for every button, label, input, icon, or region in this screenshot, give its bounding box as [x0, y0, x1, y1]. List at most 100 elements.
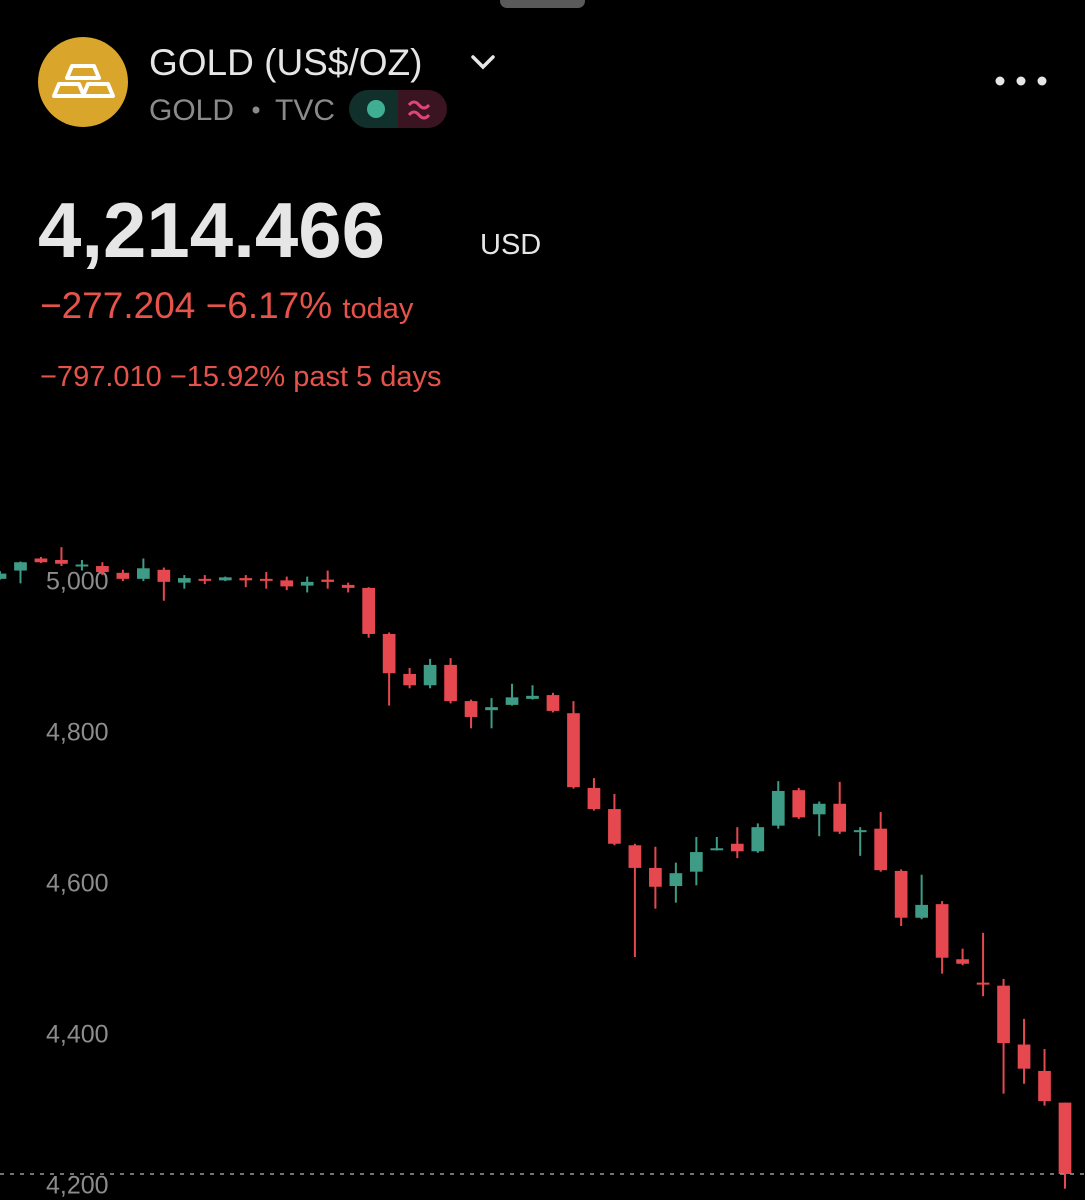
candle [730, 827, 744, 859]
candle [259, 572, 273, 589]
more-menu[interactable] [995, 76, 1047, 86]
candle [341, 582, 355, 593]
candle [485, 698, 498, 729]
candle [567, 701, 580, 789]
candle-body [1058, 1102, 1072, 1174]
symbol-title[interactable]: GOLD (US$/OZ) [149, 42, 422, 83]
candle-body [935, 904, 949, 958]
candle [0, 571, 7, 580]
candle [751, 823, 765, 853]
candle [587, 778, 601, 811]
candle [1017, 1018, 1031, 1084]
candle [382, 632, 396, 706]
candle [792, 787, 806, 819]
y-tick-label: 4,200 [46, 1172, 109, 1200]
candle-body [382, 633, 396, 674]
exchange: TVC [275, 94, 335, 127]
y-tick-label: 4,600 [46, 870, 109, 898]
candle [689, 836, 703, 886]
candle [198, 575, 212, 585]
drag-handle[interactable] [500, 0, 585, 8]
candle-body [34, 558, 48, 563]
candle [894, 869, 908, 927]
candle [1038, 1049, 1051, 1106]
candle [96, 562, 109, 576]
title-chevron[interactable] [471, 55, 495, 70]
candle [14, 561, 27, 584]
change-5d-percent: −15.92% [170, 361, 285, 393]
change-value: −277.204 [40, 285, 195, 326]
candle [34, 556, 48, 564]
price-chart[interactable]: 4,200 4,400 4,600 4,800 5,000 [0, 547, 1085, 1200]
change-today: −277.204 −6.17% today [40, 285, 414, 326]
candle-body [485, 707, 498, 711]
y-tick-label: 5,000 [46, 568, 109, 596]
candle-body [14, 562, 27, 571]
candle-body [177, 578, 191, 583]
candle-body [853, 830, 867, 833]
candle [669, 862, 683, 903]
symbol-icon [38, 37, 128, 127]
candle-body [157, 569, 171, 582]
candle [137, 558, 150, 582]
candle [444, 658, 457, 704]
candle-body [689, 852, 703, 872]
candle [976, 932, 990, 997]
candle [464, 699, 478, 729]
candle-body [915, 904, 928, 918]
candle-body [300, 581, 314, 586]
candle-body [464, 701, 478, 717]
symbol-code: GOLD [149, 94, 234, 127]
candle-body [730, 843, 744, 852]
candle [75, 559, 89, 571]
candle [874, 812, 888, 872]
candle-body [341, 584, 355, 588]
candle-body [259, 578, 273, 581]
candle [546, 692, 560, 713]
candle-body [55, 559, 68, 564]
candle-body [137, 568, 150, 579]
candle-body [239, 578, 253, 581]
currency: USD [480, 229, 541, 261]
candle-body [997, 985, 1010, 1044]
status-pill[interactable] [349, 90, 447, 128]
candle [321, 570, 335, 589]
candle [362, 587, 376, 638]
candle [771, 781, 785, 829]
y-tick-label: 4,400 [46, 1021, 109, 1049]
candle-body [608, 809, 621, 844]
candle-body [218, 577, 232, 581]
change-5d: −797.010 −15.92% past 5 days [40, 361, 442, 393]
candle [956, 948, 969, 966]
change-period: today [342, 293, 413, 325]
candle [997, 978, 1010, 1094]
y-tick-label: 4,800 [46, 719, 109, 747]
candle [157, 567, 171, 601]
candle [116, 569, 130, 582]
candle [812, 801, 826, 837]
candle-body [956, 959, 969, 964]
candle [423, 658, 437, 689]
candle-body [280, 580, 294, 587]
candle-body [505, 697, 519, 705]
candle-body [771, 790, 785, 826]
candle-body [403, 673, 416, 686]
candle [300, 576, 314, 593]
candle-body [526, 695, 539, 699]
candle [55, 547, 68, 567]
candle [280, 576, 294, 591]
candle-body [546, 695, 560, 711]
candle [915, 874, 928, 920]
candle-body [874, 828, 888, 871]
candle-body [567, 713, 580, 788]
change-5d-period: past 5 days [293, 361, 441, 393]
candle [710, 836, 724, 851]
candle-body [976, 982, 990, 985]
candle-body [751, 827, 765, 852]
candle-body [669, 873, 683, 887]
candle-body [812, 803, 826, 815]
candle-body [894, 870, 908, 918]
candle-body [116, 572, 130, 579]
